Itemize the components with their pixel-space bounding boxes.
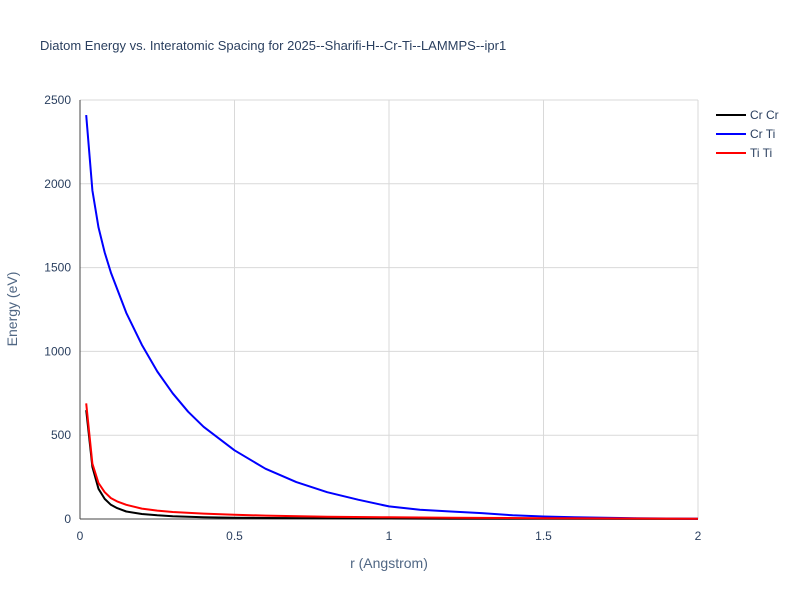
series-line-cr-cr[interactable]	[85, 409, 698, 520]
x-tick-label: 1.5	[535, 529, 552, 543]
series-line-ti-ti[interactable]	[85, 403, 699, 520]
legend-item-cr-ti[interactable]: Cr Ti	[716, 127, 775, 141]
y-tick-label: 1500	[44, 261, 71, 275]
y-tick-label: 1000	[44, 344, 71, 358]
y-tick-label: 0	[64, 512, 71, 526]
legend-item-ti-ti[interactable]: Ti Ti	[716, 146, 772, 160]
y-tick-label: 500	[51, 428, 71, 442]
plot-area[interactable]	[85, 115, 699, 520]
x-axis-label: r (Angstrom)	[350, 555, 428, 571]
grid	[80, 99, 699, 519]
x-tick-label: 2	[695, 529, 702, 543]
chart-title: Diatom Energy vs. Interatomic Spacing fo…	[40, 38, 506, 53]
legend-label: Cr Cr	[750, 108, 779, 122]
x-tick-label: 0.5	[226, 529, 243, 543]
legend-label: Ti Ti	[750, 146, 772, 160]
legend-item-cr-cr[interactable]: Cr Cr	[716, 108, 779, 122]
y-axis-label: Energy (eV)	[4, 272, 20, 347]
x-tick-label: 1	[386, 529, 393, 543]
legend-label: Cr Ti	[750, 127, 775, 141]
x-tick-label: 0	[77, 529, 84, 543]
series-line-cr-ti[interactable]	[85, 115, 699, 520]
y-tick-label: 2500	[44, 93, 71, 107]
tick-labels: 0 0.5 1 1.5 2 0 500 1000 1500 2000 2500	[44, 93, 701, 543]
y-tick-label: 2000	[44, 177, 71, 191]
legend[interactable]: Cr Cr Cr Ti Ti Ti	[716, 108, 779, 160]
